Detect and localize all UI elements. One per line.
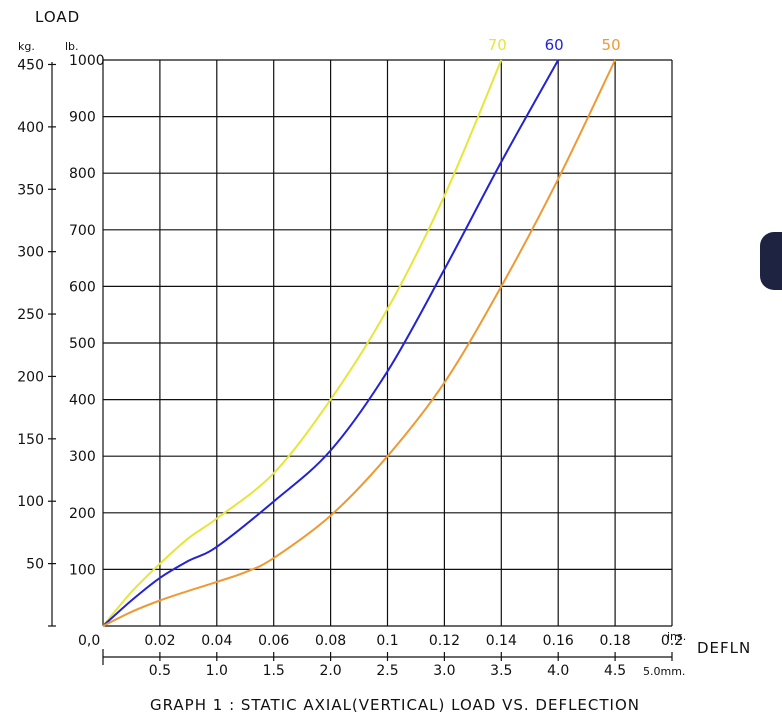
kg-tick-label: 400 (17, 120, 44, 136)
lb-tick-label: 900 (69, 110, 96, 126)
kg-tick-label: 50 (26, 557, 44, 573)
inch-tick-label: 0.04 (201, 633, 232, 649)
series-label-50: 50 (602, 36, 621, 54)
kg-tick-label: 450 (17, 57, 44, 73)
lb-tick-label: 800 (69, 166, 96, 182)
mm-tick-label: 2.0 (319, 663, 341, 679)
grid (102, 59, 673, 627)
inch-tick-label: 0.1 (376, 633, 398, 649)
tick-labels: 50 100 150 200 250 300 350 400 450 100 200 300 400 50… (17, 53, 683, 679)
kg-unit-label: kg. (18, 40, 35, 53)
mm-unit-label: 5.0mm. (643, 665, 685, 678)
series-label-60: 60 (545, 36, 564, 54)
series-label-70: 70 (488, 36, 507, 54)
inch-tick-label: 0.16 (543, 633, 574, 649)
lb-tick-label: 500 (69, 336, 96, 352)
lb-tick-label: 1000 (69, 53, 105, 69)
inch-tick-label: 0.06 (258, 633, 289, 649)
origin-label: 0,0 (78, 633, 100, 649)
series-line-60 (102, 59, 560, 627)
inch-unit-label: ins. (667, 630, 686, 643)
lb-tick-label: 100 (69, 562, 96, 578)
inch-tick-label: 0.12 (429, 633, 460, 649)
inch-tick-label: 0.08 (315, 633, 346, 649)
series-line-70 (102, 59, 503, 627)
mm-tick-label: 1.0 (206, 663, 228, 679)
mm-tick-label: 0.5 (149, 663, 171, 679)
kg-tick-label: 150 (17, 432, 44, 448)
series-lines (102, 59, 617, 627)
kg-tick-label: 350 (17, 182, 44, 198)
kg-tick-label: 300 (17, 245, 44, 261)
lb-tick-label: 300 (69, 449, 96, 465)
lb-tick-label: 700 (69, 223, 96, 239)
kg-tick-label: 250 (17, 307, 44, 323)
lb-unit-label: lb. (65, 40, 79, 53)
mm-tick-label: 4.5 (604, 663, 626, 679)
series-labels: 70 60 50 (488, 36, 621, 54)
lb-tick-label: 200 (69, 506, 96, 522)
inch-tick-label: 0.02 (144, 633, 175, 649)
mm-tick-label: 1.5 (263, 663, 285, 679)
mm-tick-label: 4.0 (547, 663, 569, 679)
axes (48, 62, 673, 665)
mm-tick-label: 2.5 (376, 663, 398, 679)
series-line-50 (102, 59, 617, 627)
x-axis-title: DEFLN (697, 639, 751, 657)
mm-tick-label: 3.0 (433, 663, 455, 679)
chart-title: GRAPH 1 : STATIC AXIAL(VERTICAL) LOAD VS… (150, 696, 640, 714)
decorative-shape (760, 232, 782, 290)
kg-tick-label: 200 (17, 369, 44, 385)
y-axis-title: LOAD (35, 8, 80, 26)
lb-tick-label: 400 (69, 393, 96, 409)
lb-tick-label: 600 (69, 279, 96, 295)
mm-tick-label: 3.5 (490, 663, 512, 679)
inch-tick-label: 0.18 (600, 633, 631, 649)
inch-tick-label: 0.2 (661, 633, 683, 649)
inch-tick-label: 0.14 (486, 633, 517, 649)
kg-tick-label: 100 (17, 494, 44, 510)
